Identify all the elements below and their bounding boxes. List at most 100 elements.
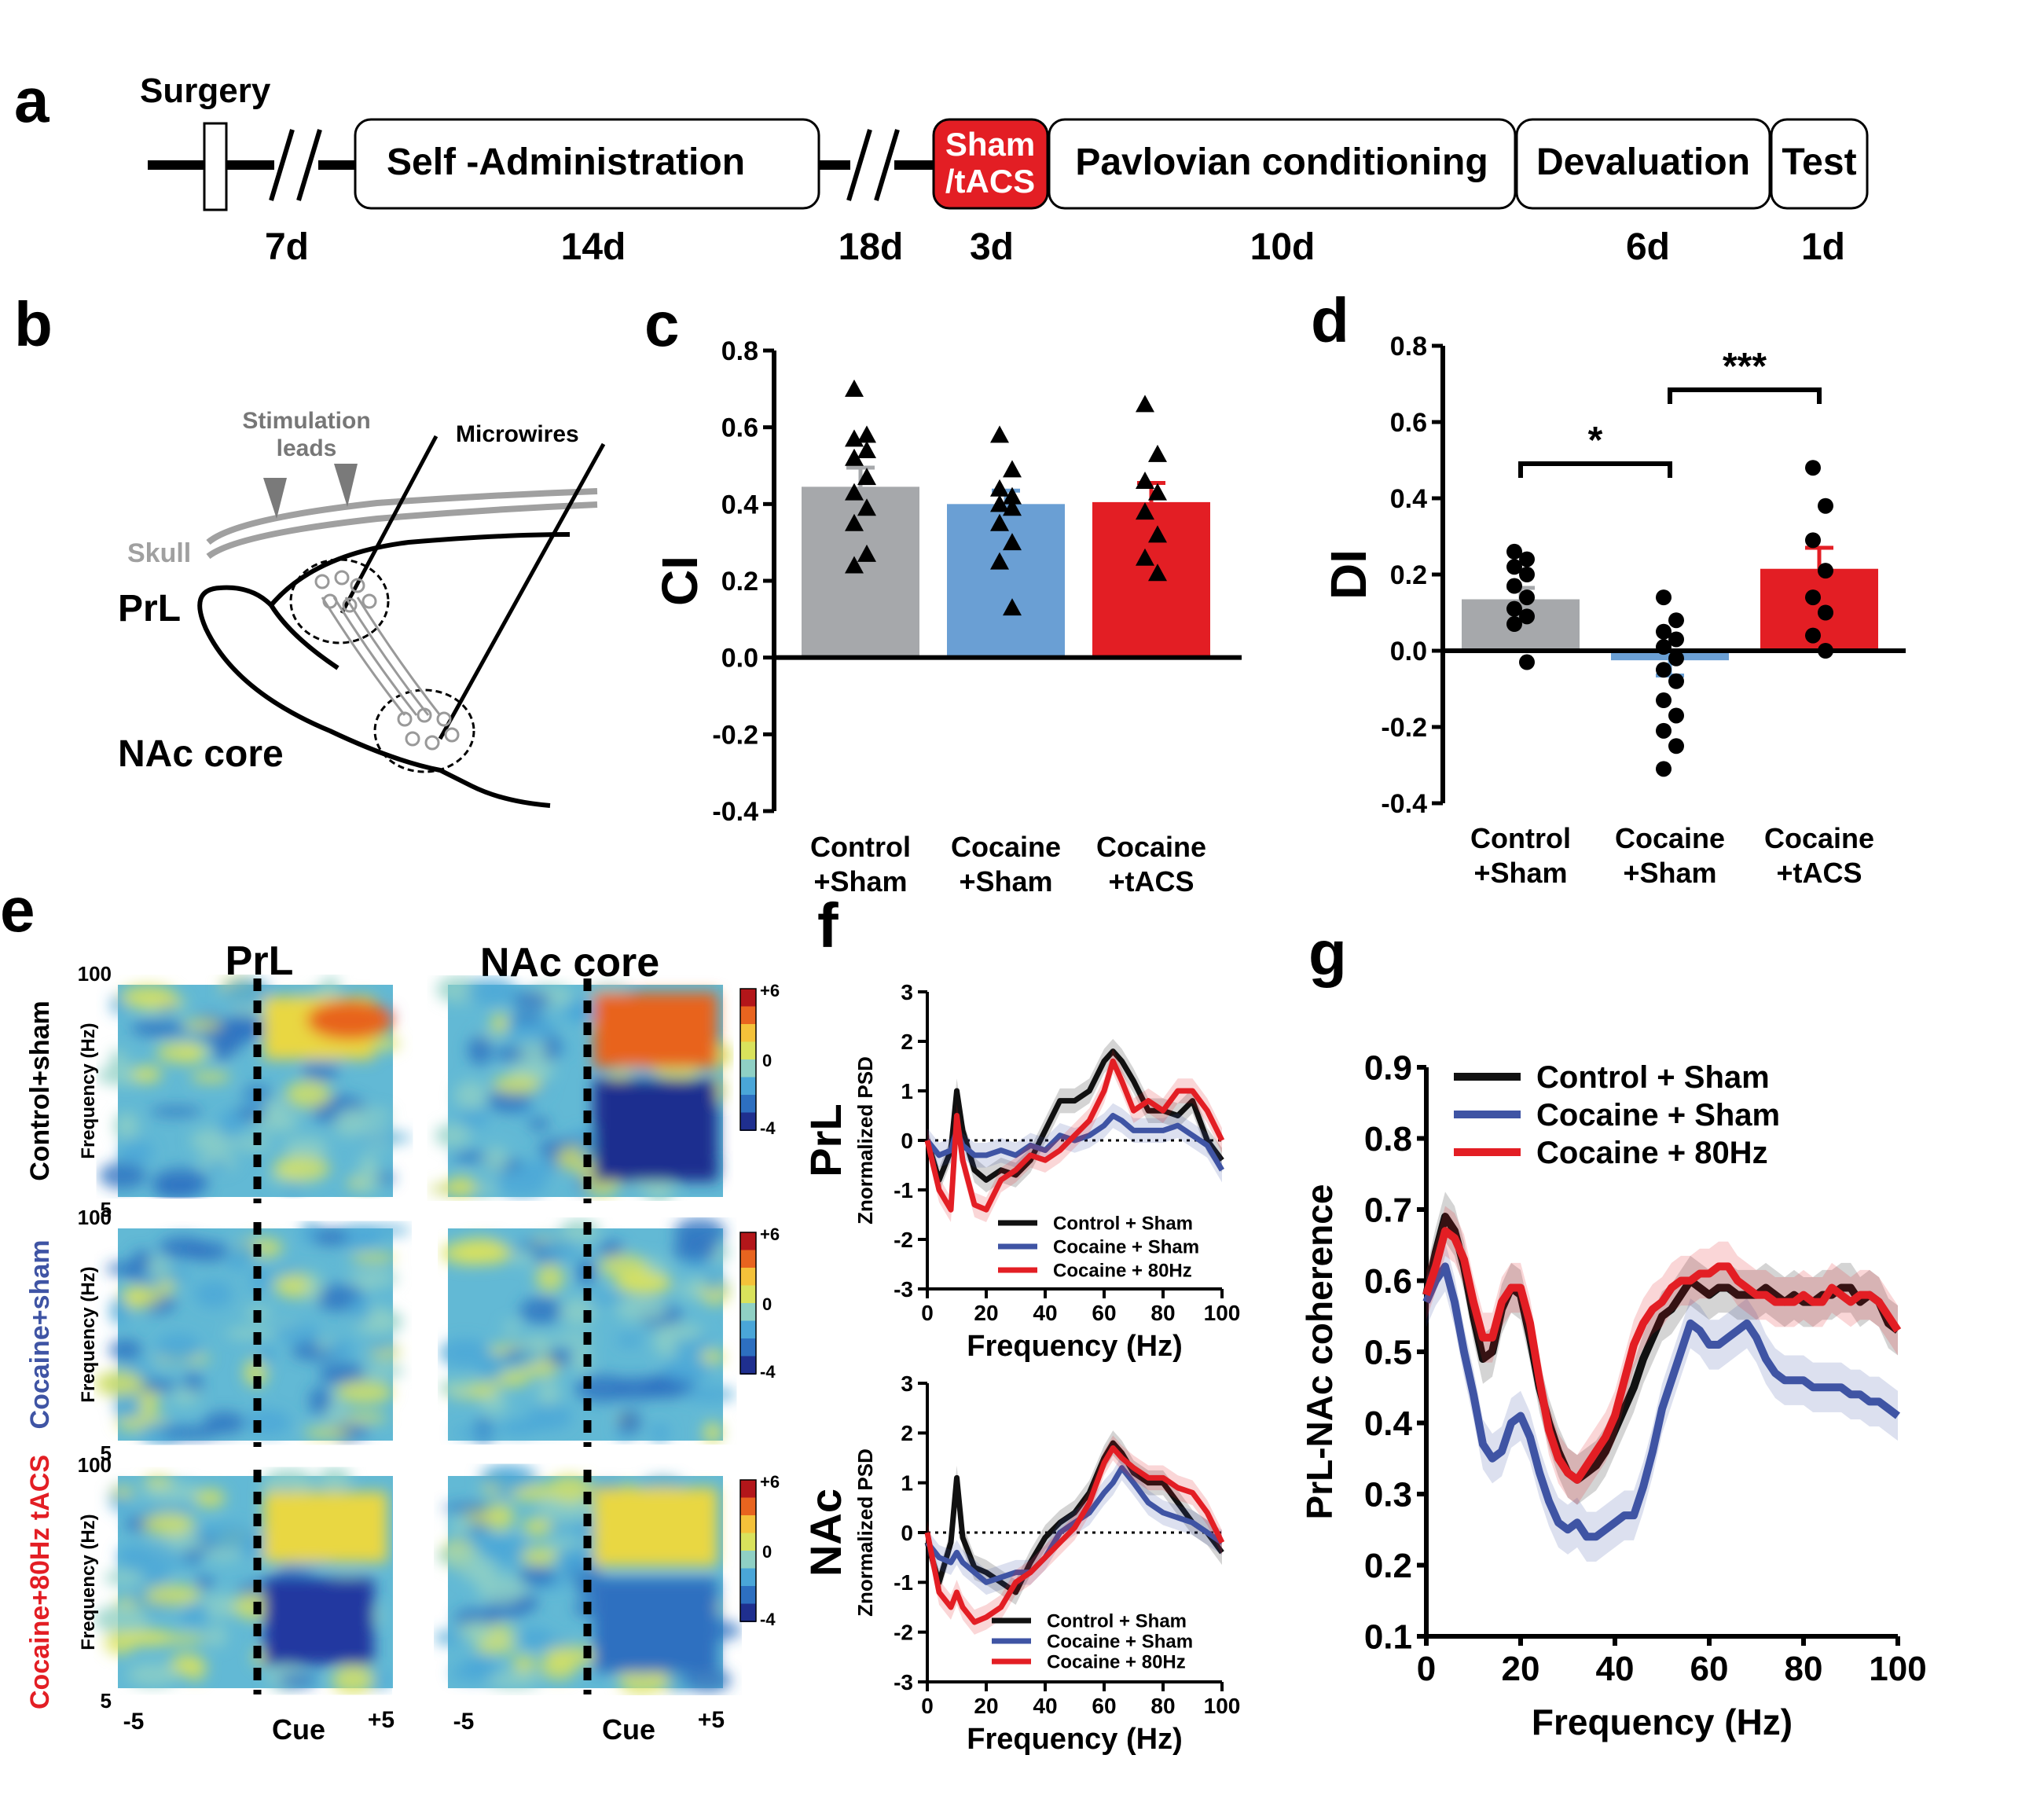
heatmap-x-tick-right: +5 [368, 1707, 394, 1733]
category-label: Control [1470, 822, 1571, 854]
heatmap-blob [699, 1349, 725, 1364]
data-point [1506, 600, 1522, 617]
legend-label: Cocaine + Sham [1053, 1236, 1199, 1257]
skull-outline-inner [206, 501, 598, 560]
colorbar-tick: 0 [762, 1051, 772, 1070]
data-point [1003, 486, 1022, 505]
colorbar-step [740, 1356, 756, 1375]
series-line [924, 1445, 1225, 1625]
heatmap-blob [468, 1183, 497, 1195]
heatmap-blob [319, 1362, 367, 1386]
colorbar-step [740, 1551, 756, 1570]
heatmap-blob [114, 1112, 139, 1140]
heatmap-blob [245, 1409, 291, 1436]
colorbar-tick: -4 [760, 1118, 776, 1138]
stimulation-lead-2 [334, 464, 358, 507]
colorbar-1: +6 0 -4 [739, 981, 780, 1138]
heatmap-blob [119, 1140, 154, 1165]
y-tick-label: 0.2 [1364, 1547, 1412, 1585]
colorbar-step [740, 1320, 756, 1339]
y-tick-label: -3 [894, 1670, 913, 1694]
legend-label: Cocaine + 80Hz [1536, 1136, 1768, 1170]
heatmap-blob [163, 1532, 205, 1554]
legend-label: Control + Sham [1536, 1060, 1770, 1095]
heatmap-blob [141, 1502, 194, 1518]
x-tick-label: 100 [1204, 1694, 1241, 1718]
heatmap-blob [194, 1280, 233, 1309]
data-point [857, 425, 876, 443]
heatmap-response [593, 1488, 717, 1566]
heatmap-blob [681, 1387, 737, 1401]
data-point [1656, 761, 1672, 777]
heatmap-blob [483, 1146, 508, 1173]
data-point [1148, 444, 1167, 462]
heatmap-blob [341, 1413, 388, 1423]
heatmap-blob [535, 1264, 565, 1292]
y-tick-label: 0.8 [1390, 332, 1427, 362]
y-tick-label: 0.2 [721, 567, 758, 597]
colorbar-step [740, 1533, 756, 1551]
heatmap-y-tick-bottom: 5 [101, 1689, 112, 1713]
heatmap-blob [492, 1074, 542, 1094]
heatmap-y-tick-top: 100 [78, 1206, 112, 1229]
colorbar-frame [739, 1479, 757, 1622]
heatmap-blob [244, 1358, 268, 1387]
y-tick-label: -2 [894, 1228, 913, 1252]
series-line [1422, 1227, 1902, 1484]
nac-region [373, 688, 475, 773]
box-devaluation [1515, 118, 1771, 210]
heatmap-blob [503, 1351, 525, 1361]
heatmap-blob [666, 1668, 691, 1693]
heatmap-blob [211, 1043, 231, 1059]
category-label: Cocaine [1764, 822, 1874, 854]
y-tick-label: 0.4 [721, 490, 758, 520]
panel-b: b Stimulation leads Microwires Skull PrL… [14, 289, 606, 808]
series-3 [1422, 1206, 1902, 1505]
box-label-pavlovian: Pavlovian conditioning [1075, 141, 1488, 183]
category-label: +Sham [959, 865, 1052, 898]
x-tick-label: 0 [921, 1694, 934, 1718]
heatmap-blob [145, 1584, 202, 1606]
heatmap-x-tick-left: -5 [453, 1709, 475, 1735]
heatmap-blob [349, 1295, 372, 1324]
x-tick-label: 60 [1092, 1694, 1116, 1718]
heatmap-blob [468, 1035, 493, 1066]
heatmap-blob [512, 992, 552, 1009]
heatmap-blob [436, 1548, 483, 1565]
x-tick-label: 80 [1785, 1650, 1823, 1688]
x-tick-label: 20 [1502, 1650, 1540, 1688]
heatmap-blob [283, 1136, 328, 1159]
y-axis-label: CI [651, 556, 708, 606]
heatmap-blob [142, 1475, 173, 1487]
data-point [1148, 483, 1167, 501]
legend-label: Cocaine + 80Hz [1047, 1651, 1186, 1672]
heatmap-blob [94, 1371, 144, 1397]
heatmap-blob [703, 1421, 722, 1445]
heatmap-blob [194, 1576, 215, 1590]
heatmap-2-2 [438, 1217, 737, 1447]
heatmap-blob [538, 1379, 560, 1406]
prl-label: PrL [118, 588, 181, 630]
heatmap-blob [146, 1256, 171, 1279]
heatmap-3-2 [434, 1463, 742, 1695]
skull-outline [206, 488, 598, 545]
y-tick-label: -2 [894, 1620, 913, 1644]
category-label: +tACS [1108, 865, 1194, 898]
data-point [1519, 654, 1535, 670]
y-tick-label: -3 [894, 1277, 913, 1302]
panel-a: a Surgery Self -Administration Sham /tAC… [14, 65, 1869, 268]
data-point [1136, 472, 1154, 490]
box-test [1770, 118, 1869, 210]
heatmap-blob [207, 1160, 228, 1173]
x-axis-label: Frequency (Hz) [967, 1723, 1182, 1756]
data-point [1136, 548, 1154, 566]
heatmap-1-1 [96, 975, 413, 1203]
y-tick-label: 2 [901, 1030, 913, 1054]
y-tick-label: 0.0 [721, 644, 758, 674]
heatmap-row-label: Cocaine+80Hz tACS [25, 1455, 55, 1709]
heatmap-blob [510, 1012, 545, 1023]
heatmap-blob [194, 1488, 226, 1508]
colorbar-tick: -4 [760, 1610, 776, 1629]
y-tick-label: 3 [901, 980, 913, 1004]
heatmap-blob [453, 1151, 488, 1162]
